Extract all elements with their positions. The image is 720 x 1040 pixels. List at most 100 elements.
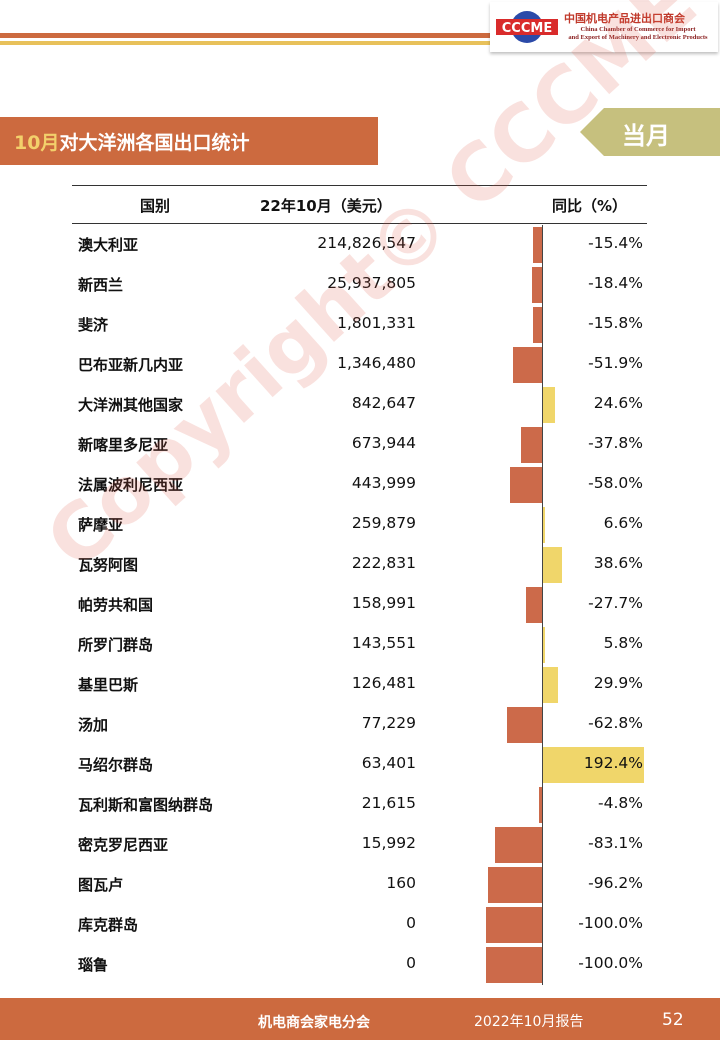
export-value: 25,937,805 xyxy=(327,274,416,292)
cccme-logo-icon: CCCME xyxy=(496,11,558,43)
yoy-percent: -37.8% xyxy=(588,434,643,452)
period-tag: 当月 xyxy=(580,108,720,156)
table-row: 瓦利斯和富图纳群岛 21,615 -4.8% xyxy=(72,785,647,825)
table-row: 大洋洲其他国家 842,647 24.6% xyxy=(72,385,647,425)
table-top-rule xyxy=(72,185,647,186)
yoy-bar xyxy=(488,867,542,903)
org-name-cn: 中国机电产品进出口商会 xyxy=(564,12,685,25)
export-value: 673,944 xyxy=(351,434,416,452)
yoy-percent: -62.8% xyxy=(588,714,643,732)
yoy-bar xyxy=(542,627,546,663)
yoy-bar xyxy=(506,707,542,743)
country-name: 基里巴斯 xyxy=(78,676,139,694)
table-row: 密克罗尼西亚 15,992 -83.1% xyxy=(72,825,647,865)
table-row: 瑙鲁 0 -100.0% xyxy=(72,945,647,985)
header-stripe-yellow xyxy=(0,41,490,45)
footer-report: 2022年10月报告 xyxy=(474,1014,584,1030)
country-name: 马绍尔群岛 xyxy=(78,756,154,774)
yoy-bar xyxy=(533,307,542,343)
export-value: 443,999 xyxy=(351,474,416,492)
table-header-rule xyxy=(72,223,647,224)
yoy-percent: -83.1% xyxy=(588,834,643,852)
header-stripe-orange xyxy=(0,33,490,38)
yoy-bar xyxy=(520,427,542,463)
country-name: 斐济 xyxy=(78,316,109,334)
export-value: 77,229 xyxy=(361,714,416,732)
section-title: 10月对大洋洲各国出口统计 xyxy=(14,128,249,155)
country-name: 图瓦卢 xyxy=(78,876,124,894)
export-value: 21,615 xyxy=(361,794,416,812)
yoy-percent: -15.8% xyxy=(588,314,643,332)
export-value: 259,879 xyxy=(351,514,416,532)
yoy-bar xyxy=(542,387,556,423)
yoy-percent: 6.6% xyxy=(603,514,643,532)
table-row: 澳大利亚 214,826,547 -15.4% xyxy=(72,225,647,265)
section-title-bar: 10月对大洋洲各国出口统计 xyxy=(0,117,378,165)
country-name: 大洋洲其他国家 xyxy=(78,396,184,414)
export-value: 15,992 xyxy=(361,834,416,852)
table-row: 新喀里多尼亚 673,944 -37.8% xyxy=(72,425,647,465)
yoy-percent: -51.9% xyxy=(588,354,643,372)
country-name: 瓦利斯和富图纳群岛 xyxy=(78,796,214,814)
country-name: 帕劳共和国 xyxy=(78,596,154,614)
yoy-percent: -100.0% xyxy=(578,954,643,972)
table-row: 汤加 77,229 -62.8% xyxy=(72,705,647,745)
org-logo: CCCME 中国机电产品进出口商会 China Chamber of Comme… xyxy=(490,2,718,52)
export-value: 126,481 xyxy=(351,674,416,692)
table-row: 所罗门群岛 143,551 5.8% xyxy=(72,625,647,665)
table-row: 马绍尔群岛 63,401 192.4% xyxy=(72,745,647,785)
country-name: 瑙鲁 xyxy=(78,956,109,974)
country-name: 所罗门群岛 xyxy=(78,636,154,654)
bar-axis xyxy=(542,225,543,985)
org-name-en: China Chamber of Commerce for Import and… xyxy=(568,26,708,41)
header-country: 国别 xyxy=(140,197,171,215)
country-name: 澳大利亚 xyxy=(78,236,139,254)
yoy-bar xyxy=(531,267,542,303)
country-name: 法属波利尼西亚 xyxy=(78,476,184,494)
logo-text: CCCME xyxy=(502,21,552,36)
table-row: 萨摩亚 259,879 6.6% xyxy=(72,505,647,545)
yoy-percent: 5.8% xyxy=(603,634,643,652)
yoy-bar xyxy=(542,747,644,783)
page-number: 52 xyxy=(662,1010,684,1030)
table-row: 法属波利尼西亚 443,999 -58.0% xyxy=(72,465,647,505)
yoy-bar xyxy=(542,547,563,583)
table-row: 帕劳共和国 158,991 -27.7% xyxy=(72,585,647,625)
export-value: 63,401 xyxy=(361,754,416,772)
yoy-percent: -100.0% xyxy=(578,914,643,932)
yoy-bar xyxy=(539,787,542,823)
yoy-bar xyxy=(486,907,542,943)
yoy-bar xyxy=(542,667,558,703)
footer-org: 机电商会家电分会 xyxy=(258,1015,370,1031)
country-name: 瓦努阿图 xyxy=(78,556,139,574)
table-row: 巴布亚新几内亚 1,346,480 -51.9% xyxy=(72,345,647,385)
yoy-percent: -27.7% xyxy=(588,594,643,612)
yoy-bar xyxy=(512,347,542,383)
table-row: 图瓦卢 160 -96.2% xyxy=(72,865,647,905)
export-value: 160 xyxy=(386,874,416,892)
table-row: 库克群岛 0 -100.0% xyxy=(72,905,647,945)
yoy-percent: -18.4% xyxy=(588,274,643,292)
yoy-bar xyxy=(526,587,542,623)
export-value: 0 xyxy=(406,954,416,972)
title-text: 对大洋洲各国出口统计 xyxy=(59,132,250,154)
yoy-percent: -96.2% xyxy=(588,874,643,892)
yoy-percent: 29.9% xyxy=(593,674,643,692)
yoy-percent: -4.8% xyxy=(598,794,643,812)
yoy-percent: -15.4% xyxy=(588,234,643,252)
table-row: 斐济 1,801,331 -15.8% xyxy=(72,305,647,345)
yoy-bar xyxy=(509,467,542,503)
country-name: 密克罗尼西亚 xyxy=(78,836,169,854)
country-name: 萨摩亚 xyxy=(78,516,124,534)
table-row: 新西兰 25,937,805 -18.4% xyxy=(72,265,647,305)
yoy-percent: 192.4% xyxy=(583,754,643,772)
country-name: 新西兰 xyxy=(78,276,124,294)
yoy-percent: 38.6% xyxy=(593,554,643,572)
export-value: 1,801,331 xyxy=(337,314,416,332)
export-value: 158,991 xyxy=(351,594,416,612)
title-month: 10月 xyxy=(14,132,60,154)
yoy-bar xyxy=(495,827,542,863)
yoy-percent: -58.0% xyxy=(588,474,643,492)
yoy-bar xyxy=(542,507,546,543)
yoy-bar xyxy=(533,227,542,263)
